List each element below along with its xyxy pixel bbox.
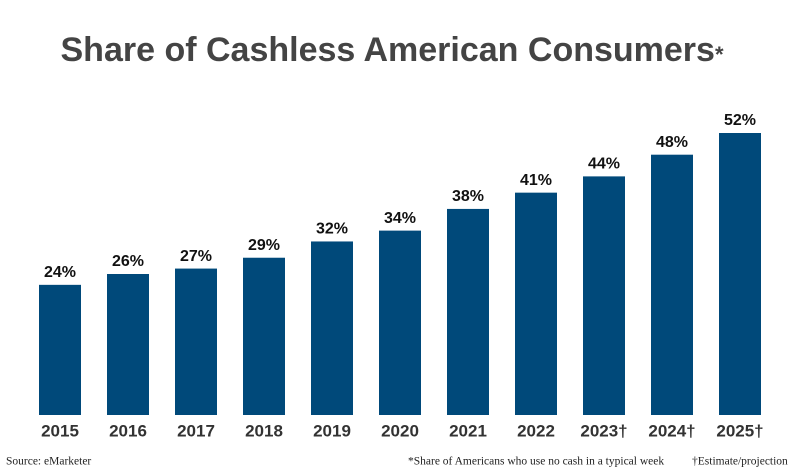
- footnote: †Estimate/projection: [692, 456, 788, 468]
- x-tick-label: 2024†: [648, 421, 695, 440]
- source-note: Source: eMarketer: [6, 456, 91, 468]
- bar: [311, 241, 353, 415]
- value-label: 26%: [112, 253, 144, 270]
- x-tick-label: 2022: [517, 421, 555, 440]
- value-label: 29%: [248, 237, 280, 254]
- value-label: 38%: [452, 188, 484, 205]
- value-label: 44%: [588, 156, 620, 173]
- value-label: 34%: [384, 210, 416, 227]
- plot-area: 24% 2015 26% 2016 27% 2017 29% 2018 32% 2019 34% 20…: [39, 112, 764, 440]
- bar: [379, 230, 421, 415]
- bar: [583, 176, 625, 415]
- bar: [243, 257, 285, 415]
- x-tick-label: 2017: [177, 421, 215, 440]
- footnote: *Share of Americans who use no cash in a…: [408, 456, 664, 468]
- value-label: 24%: [44, 264, 76, 281]
- value-label: 52%: [724, 112, 756, 129]
- value-label: 41%: [520, 172, 552, 189]
- x-tick-label: 2019: [313, 421, 351, 440]
- bar: [651, 154, 693, 415]
- x-tick-label: 2018: [245, 421, 283, 440]
- x-tick-label: 2020: [381, 421, 419, 440]
- value-label: 32%: [316, 221, 348, 238]
- bar: [447, 208, 489, 415]
- bar: [175, 268, 217, 415]
- x-tick-label: 2023†: [580, 421, 627, 440]
- x-tick-label: 2015: [41, 421, 79, 440]
- value-label: 27%: [180, 248, 212, 265]
- bar: [39, 284, 81, 415]
- bar: [719, 133, 761, 415]
- bar: [107, 274, 149, 415]
- title-note-mark: *: [715, 42, 724, 67]
- chart-title: Share of Cashless American Consumers*: [61, 31, 724, 69]
- x-tick-label: 2021: [449, 421, 487, 440]
- title-text: Share of Cashless American Consumers: [61, 31, 715, 69]
- value-label: 48%: [656, 134, 688, 151]
- bar: [515, 192, 557, 415]
- x-tick-label: 2016: [109, 421, 147, 440]
- x-tick-label: 2025†: [716, 421, 763, 440]
